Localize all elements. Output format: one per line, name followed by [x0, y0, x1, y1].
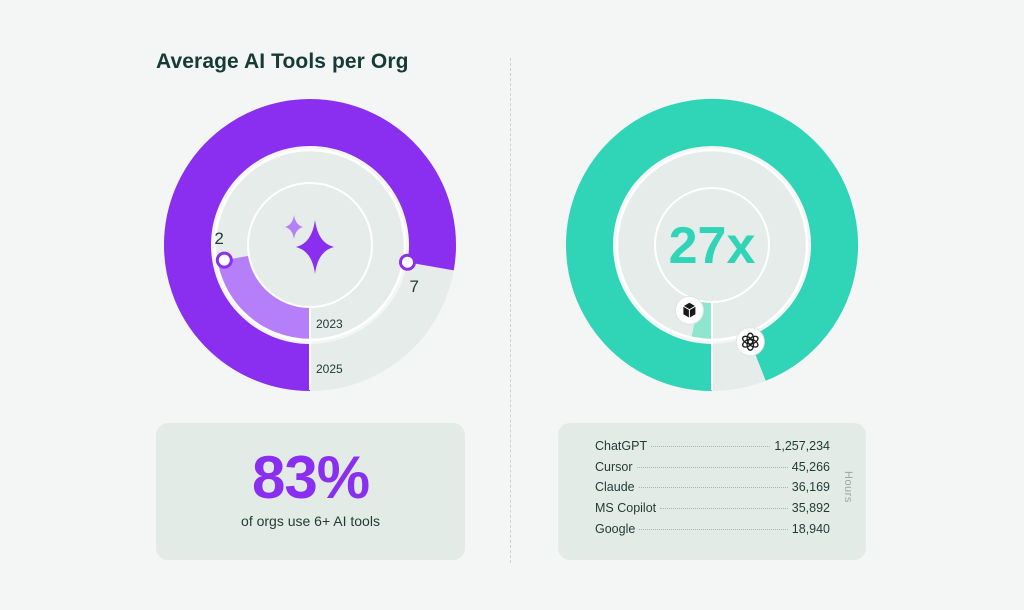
hours-tool-name: ChatGPT: [595, 439, 648, 453]
stat-card: 83% of orgs use 6+ AI tools: [156, 423, 465, 560]
series-arc-2025: [164, 99, 456, 391]
cursor-icon: [674, 295, 704, 325]
hours-value: 1,257,234: [774, 439, 830, 453]
ai-tools-radial-chart: 7 2 2023 2025: [164, 99, 456, 391]
hours-value: 35,892: [791, 501, 830, 516]
chart-title: Average AI Tools per Org: [156, 50, 409, 73]
hours-radial-chart: 27x: [566, 99, 858, 391]
hours-tool-name: Google: [595, 521, 636, 536]
value-label-2023: 2: [214, 229, 223, 248]
stat-caption: of orgs use 6+ AI tools: [241, 513, 380, 529]
leader-dots: [651, 446, 771, 447]
hours-value: 18,940: [791, 521, 830, 536]
hours-row: ChatGPT 1,257,234: [595, 439, 830, 460]
hours-tool-name: Cursor: [595, 459, 633, 474]
hours-value: 45,266: [791, 459, 830, 474]
hours-row: MS Copilot 35,892: [595, 501, 830, 522]
hours-tool-name: MS Copilot: [595, 501, 657, 516]
hours-axis-label: Hours: [842, 471, 854, 503]
hours-tool-name: Claude: [595, 480, 635, 495]
sparkle-icon: [285, 215, 334, 274]
leader-dots: [638, 487, 788, 489]
hours-row: Claude 36,169: [595, 480, 830, 501]
marker-2025: [398, 253, 416, 271]
hours-row: Cursor 45,266: [595, 460, 830, 481]
hours-value: 36,169: [791, 480, 830, 495]
year-label-2023: 2023: [316, 317, 343, 331]
section-divider: [510, 58, 511, 563]
leader-dots: [660, 508, 788, 510]
hours-card: ChatGPT 1,257,234 Cursor 45,266 Claude 3…: [558, 423, 866, 560]
year-label-2025: 2025: [316, 362, 343, 376]
leader-dots: [636, 466, 788, 468]
chatgpt-icon: [735, 327, 765, 357]
multiplier-label: 27x: [669, 217, 756, 275]
hours-row: Google 18,940: [595, 522, 830, 543]
marker-2023: [215, 251, 233, 269]
series-arc-chatgpt: [566, 99, 858, 391]
value-label-2025: 7: [409, 277, 418, 296]
stat-value: 83%: [251, 444, 370, 511]
leader-dots: [639, 528, 788, 530]
hours-list: ChatGPT 1,257,234 Cursor 45,266 Claude 3…: [595, 439, 830, 542]
